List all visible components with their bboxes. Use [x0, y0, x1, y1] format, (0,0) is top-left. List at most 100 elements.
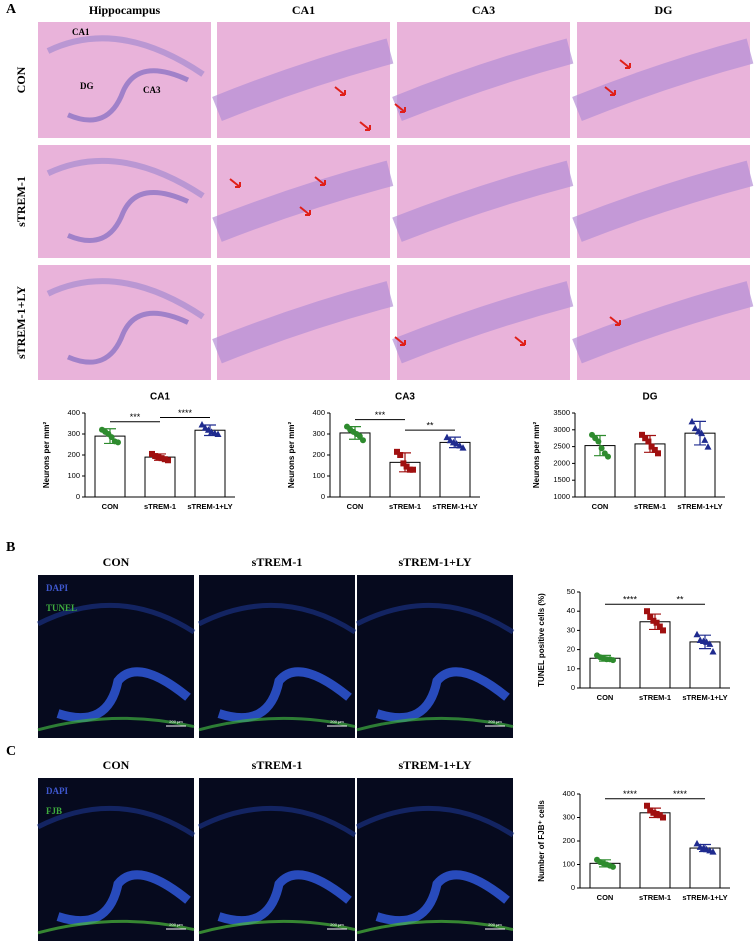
dapi-layer	[197, 805, 357, 838]
data-point	[605, 453, 611, 460]
arrow	[359, 121, 371, 131]
column-header: DG	[655, 3, 673, 17]
dapi-layer	[375, 870, 510, 925]
data-point	[656, 812, 663, 819]
column-header: CA3	[472, 3, 495, 17]
y-tick-label: 400	[312, 408, 325, 417]
panel-label: A	[6, 2, 17, 17]
data-point	[660, 627, 666, 634]
tissue-layer	[46, 35, 205, 77]
arrow	[514, 336, 526, 346]
arrow	[334, 86, 346, 96]
y-axis-label: Number of FJB⁺ cells	[537, 800, 546, 882]
data-point	[642, 435, 649, 442]
y-tick-label: 300	[562, 812, 575, 821]
y-tick-label: 1500	[553, 475, 570, 484]
data-point	[165, 457, 171, 464]
dapi-layer	[217, 870, 352, 925]
data-point	[647, 807, 654, 814]
data-point	[655, 450, 661, 457]
data-point	[155, 454, 162, 461]
tissue-layer	[67, 310, 190, 365]
scale-bar-label: 200 μm	[169, 922, 183, 927]
dapi-layer	[355, 602, 515, 635]
x-tick-label: CON	[597, 693, 614, 702]
cell-layer	[572, 38, 754, 122]
cell-layer	[392, 160, 574, 242]
data-point	[645, 438, 652, 445]
dapi-layer	[217, 667, 352, 722]
data-point	[709, 648, 717, 655]
arrow	[619, 59, 631, 69]
y-tick-label: 400	[562, 789, 575, 798]
arrow	[314, 176, 326, 186]
cell-layer	[392, 281, 574, 364]
bar	[144, 456, 176, 498]
y-tick-label: 0	[76, 492, 80, 501]
cell-layer	[212, 38, 394, 122]
dapi-layer	[375, 667, 510, 722]
cell-layer	[392, 38, 574, 122]
y-tick-label: 2500	[553, 442, 570, 451]
region-label: CA1	[72, 27, 90, 37]
data-point	[648, 443, 655, 450]
chart-title: DG	[643, 392, 658, 403]
data-point	[115, 439, 121, 446]
dapi-layer	[197, 602, 357, 635]
data-point	[108, 434, 115, 441]
data-point	[653, 619, 660, 626]
data-point	[650, 809, 657, 816]
y-axis-label: Neurons per mm²	[532, 422, 541, 489]
y-tick-label: 0	[571, 683, 575, 692]
cell-layer	[212, 281, 394, 364]
data-point	[214, 430, 222, 437]
y-tick-label: 3500	[553, 408, 570, 417]
y-tick-label: 200	[562, 836, 575, 845]
scale-bar-label: 200 μm	[330, 719, 344, 724]
arrow	[394, 103, 406, 113]
data-point	[443, 433, 451, 441]
data-point	[149, 450, 155, 457]
data-point	[644, 802, 650, 809]
data-point	[691, 424, 699, 432]
cell-layer	[572, 160, 754, 242]
data-point	[360, 437, 366, 444]
x-tick-label: CON	[102, 502, 119, 511]
column-header: sTREM-1+LY	[398, 758, 471, 772]
y-tick-label: 300	[67, 429, 80, 438]
stain-signal	[356, 919, 514, 935]
stain-signal	[356, 716, 514, 732]
data-point	[610, 863, 616, 870]
data-point	[660, 814, 666, 821]
arrow	[299, 206, 311, 216]
scale-bar-label: 200 μm	[330, 922, 344, 927]
scale-bar-label: 200 μm	[169, 719, 183, 724]
significance-label: ***	[130, 412, 141, 422]
y-tick-label: 200	[312, 450, 325, 459]
x-tick-label: sTREM-1	[639, 693, 671, 702]
column-header: CON	[103, 758, 130, 772]
bar	[689, 641, 721, 689]
dapi-layer	[56, 870, 191, 925]
column-header: sTREM-1+LY	[398, 555, 471, 569]
significance-label: ****	[673, 789, 688, 799]
cell-layer	[572, 281, 754, 364]
column-header: CA1	[292, 3, 315, 17]
data-point	[656, 623, 663, 630]
y-tick-label: 2000	[553, 458, 570, 467]
significance-label: ****	[623, 789, 638, 799]
stain-label: TUNEL	[46, 603, 77, 613]
data-point	[410, 466, 416, 473]
data-point	[161, 456, 168, 463]
x-tick-label: sTREM-1	[639, 893, 671, 902]
data-point	[650, 617, 657, 624]
data-point	[688, 417, 696, 425]
arrow	[394, 336, 406, 346]
arrow	[229, 178, 241, 188]
chart-title: CA3	[395, 392, 415, 403]
data-point	[701, 436, 709, 443]
x-tick-label: sTREM-1+LY	[682, 693, 727, 702]
data-point	[356, 433, 363, 440]
tissue-layer	[67, 189, 190, 243]
x-tick-label: sTREM-1+LY	[432, 502, 477, 511]
